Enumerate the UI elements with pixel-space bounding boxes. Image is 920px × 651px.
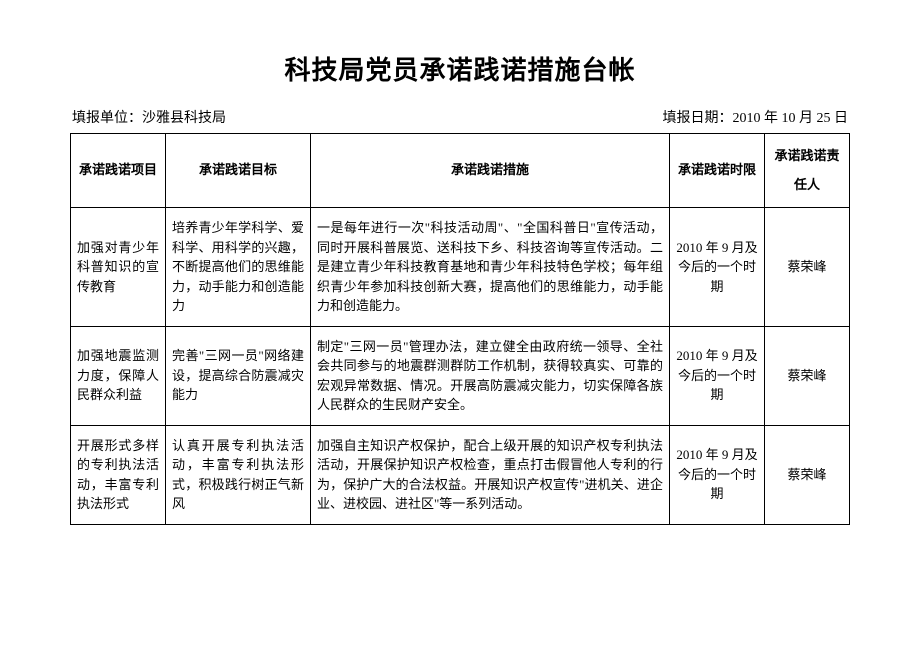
cell-project: 开展形式多样的专利执法活动，丰富专利执法形式 — [71, 425, 166, 524]
cell-measure: 一是每年进行一次"科技活动周"、"全国科普日"宣传活动，同时开展科普展览、送科技… — [311, 208, 670, 327]
col-header-person: 承诺践诺责任人 — [765, 134, 850, 208]
table-row: 开展形式多样的专利执法活动，丰富专利执法形式 认真开展专利执法活动，丰富专利执法… — [71, 425, 850, 524]
cell-deadline: 2010 年 9 月及今后的一个时期 — [670, 208, 765, 327]
meta-unit-value: 沙雅县科技局 — [142, 111, 226, 126]
cell-goal: 认真开展专利执法活动，丰富专利执法形式，积极践行树正气新风 — [166, 425, 311, 524]
meta-unit-label: 填报单位： — [72, 111, 142, 126]
col-header-goal: 承诺践诺目标 — [166, 134, 311, 208]
meta-date-value: 2010 年 10 月 25 日 — [733, 111, 849, 126]
document-title: 科技局党员承诺践诺措施台帐 — [70, 50, 850, 87]
cell-deadline: 2010 年 9 月及今后的一个时期 — [670, 425, 765, 524]
col-header-project: 承诺践诺项目 — [71, 134, 166, 208]
col-header-deadline: 承诺践诺时限 — [670, 134, 765, 208]
cell-measure: 加强自主知识产权保护，配合上级开展的知识产权专利执法活动，开展保护知识产权检查，… — [311, 425, 670, 524]
cell-person: 蔡荣峰 — [765, 326, 850, 425]
meta-date-label: 填报日期： — [663, 111, 733, 126]
table-row: 加强对青少年科普知识的宣传教育 培养青少年学科学、爱科学、用科学的兴趣，不断提高… — [71, 208, 850, 327]
cell-goal: 培养青少年学科学、爱科学、用科学的兴趣，不断提高他们的思维能力，动手能力和创造能… — [166, 208, 311, 327]
cell-project: 加强地震监测力度，保障人民群众利益 — [71, 326, 166, 425]
cell-project: 加强对青少年科普知识的宣传教育 — [71, 208, 166, 327]
meta-row: 填报单位：沙雅县科技局 填报日期：2010 年 10 月 25 日 — [70, 107, 850, 127]
cell-deadline: 2010 年 9 月及今后的一个时期 — [670, 326, 765, 425]
col-header-measure: 承诺践诺措施 — [311, 134, 670, 208]
table-row: 加强地震监测力度，保障人民群众利益 完善"三网一员"网络建设，提高综合防震减灾能… — [71, 326, 850, 425]
meta-unit: 填报单位：沙雅县科技局 — [72, 107, 226, 127]
meta-date: 填报日期：2010 年 10 月 25 日 — [663, 107, 849, 127]
table-header-row: 承诺践诺项目 承诺践诺目标 承诺践诺措施 承诺践诺时限 承诺践诺责任人 — [71, 134, 850, 208]
cell-person: 蔡荣峰 — [765, 425, 850, 524]
commitment-table: 承诺践诺项目 承诺践诺目标 承诺践诺措施 承诺践诺时限 承诺践诺责任人 加强对青… — [70, 133, 850, 525]
cell-person: 蔡荣峰 — [765, 208, 850, 327]
cell-measure: 制定"三网一员"管理办法，建立健全由政府统一领导、全社会共同参与的地震群测群防工… — [311, 326, 670, 425]
cell-goal: 完善"三网一员"网络建设，提高综合防震减灾能力 — [166, 326, 311, 425]
